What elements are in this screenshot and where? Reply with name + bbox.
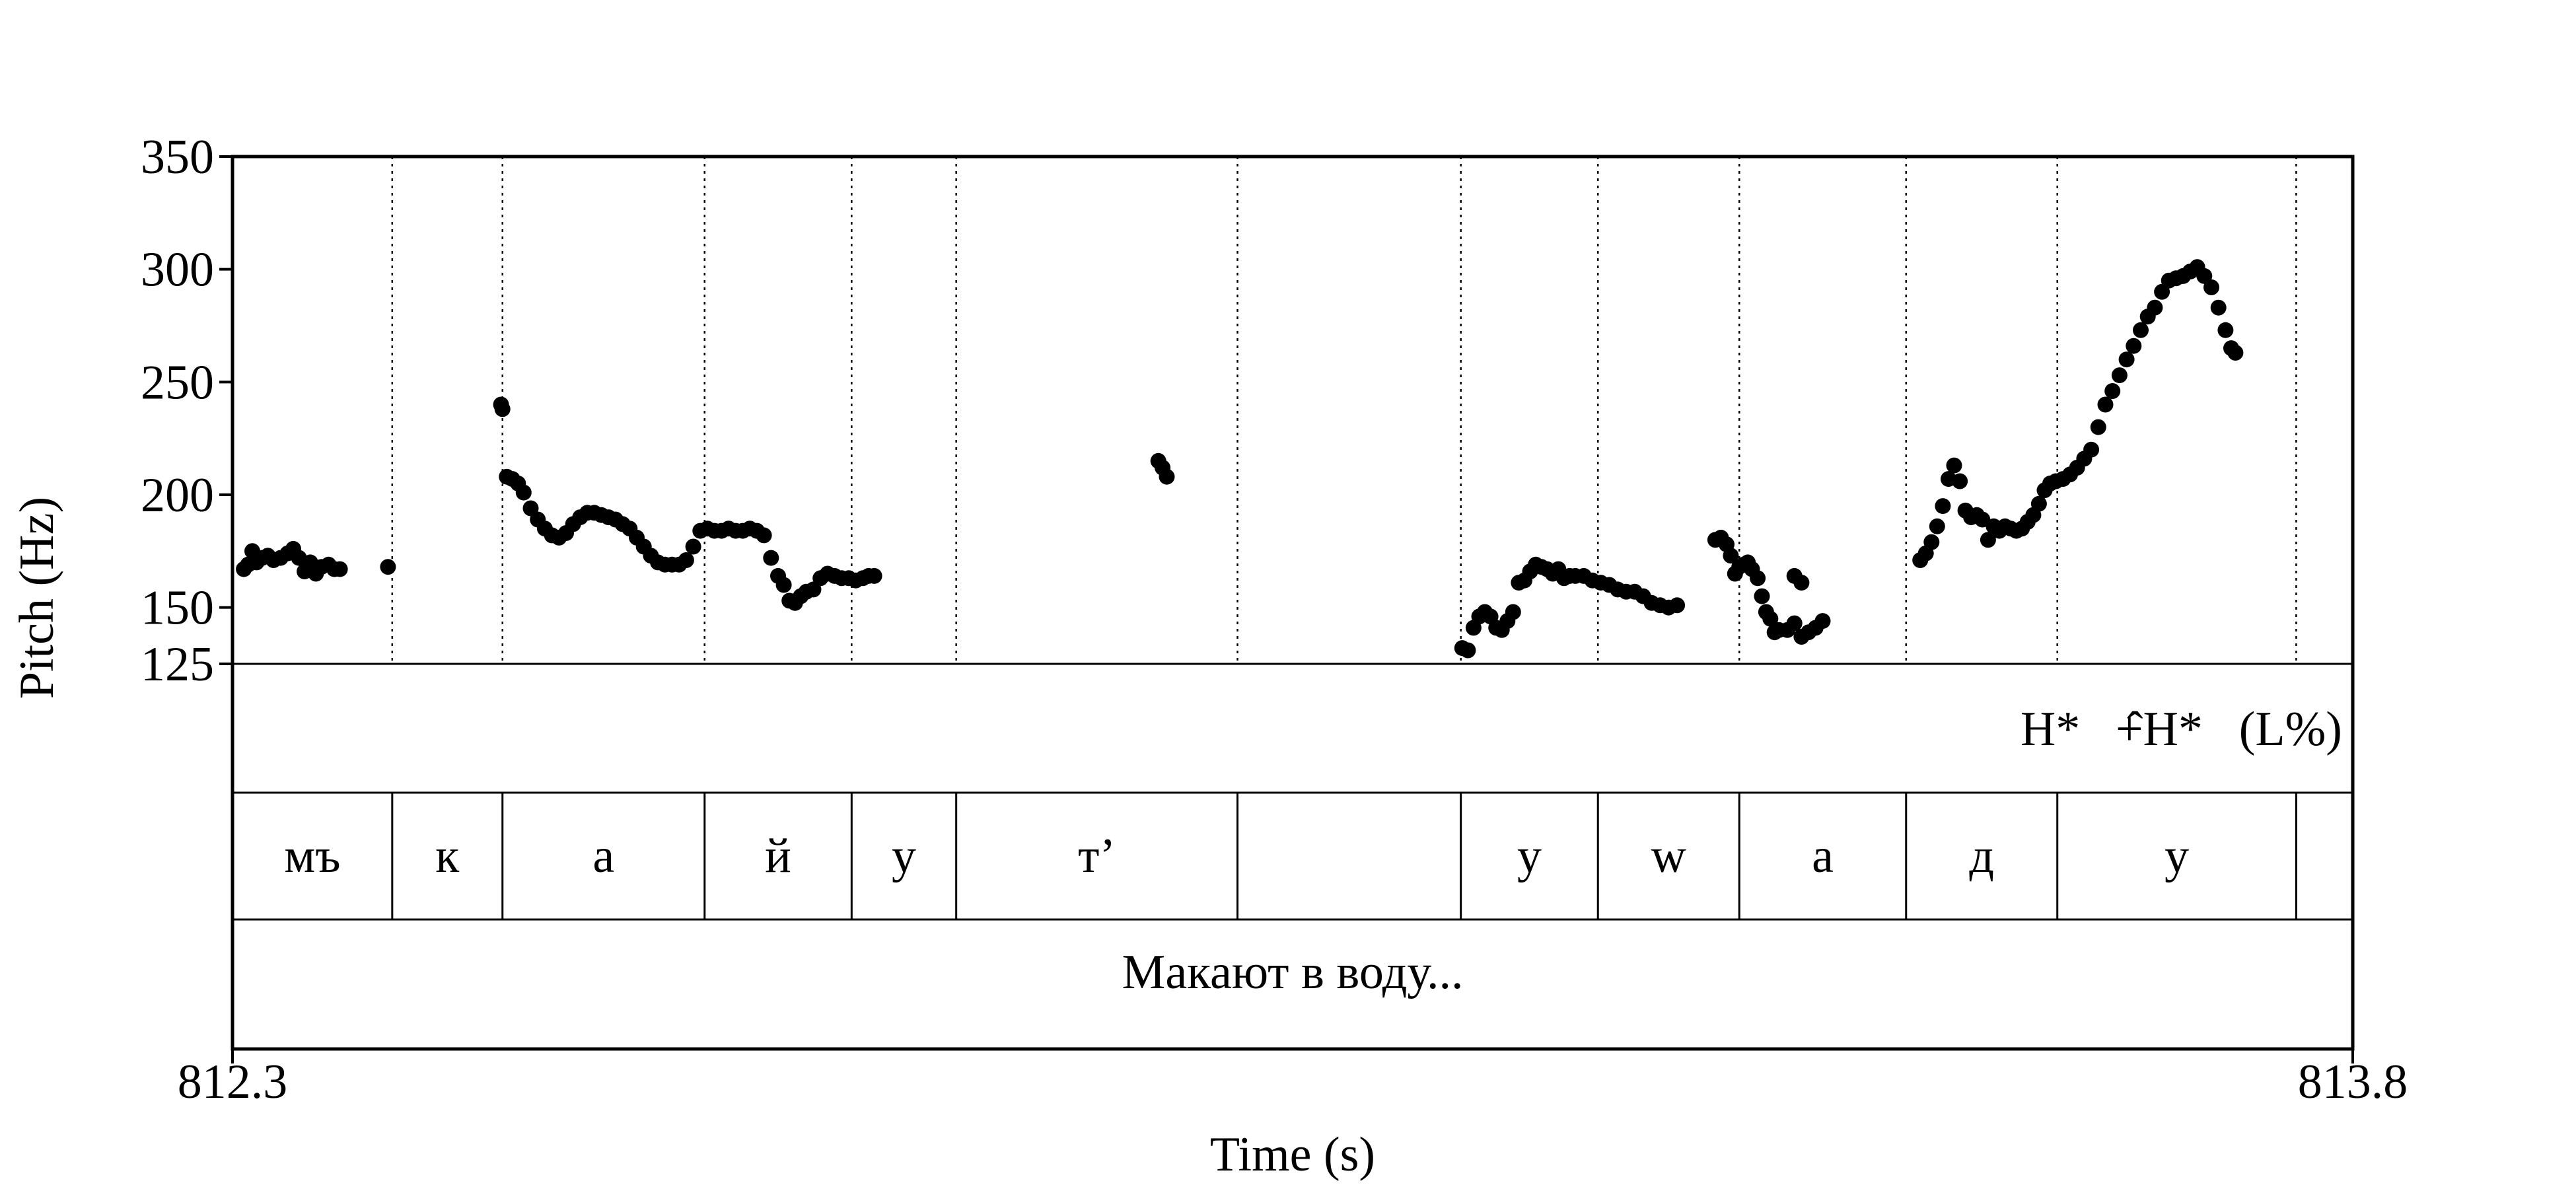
x-axis-ticks: 812.3 813.8 [178, 1049, 2408, 1109]
pitch-point [2210, 299, 2227, 316]
pitch-point [1923, 534, 1940, 550]
y-tick-label: 300 [141, 243, 214, 297]
pitch-point [1814, 613, 1831, 630]
y-tick-label: 200 [141, 468, 214, 522]
pitch-point [2111, 367, 2128, 384]
pitch-point [2097, 396, 2114, 413]
pitch-point [2104, 383, 2121, 399]
phone-label: у [1517, 829, 1542, 883]
pitch-point [2203, 279, 2219, 295]
pitch-point [1460, 642, 1476, 659]
pitch-point [2227, 345, 2244, 361]
pitch-point [1505, 604, 1521, 620]
y-tick-label: 250 [141, 355, 214, 410]
pitch-point [775, 577, 792, 593]
pitch-point [2196, 268, 2213, 284]
x-tick-label: 813.8 [2298, 1055, 2408, 1109]
pitch-point [805, 581, 822, 598]
pitch-point [2083, 441, 2100, 458]
pitch-point [1980, 532, 1996, 548]
phone-label: д [1969, 829, 1994, 883]
phone-label: а [1812, 829, 1834, 883]
pitch-point [1159, 468, 1175, 485]
pitch-point [2147, 299, 2163, 316]
pitch-point [1786, 615, 1803, 631]
plot-border [231, 155, 2355, 1051]
pitch-point [756, 527, 772, 544]
x-tick-label: 812.3 [178, 1055, 288, 1109]
tone-label: + [2116, 702, 2143, 756]
pitch-point [1952, 473, 1968, 489]
tone-label: ˆH* [2127, 702, 2203, 756]
phone-label: к [435, 829, 460, 883]
phone-label: а [592, 829, 614, 883]
pitch-point [763, 550, 779, 566]
pitch-point [685, 538, 701, 555]
phrase-tier-label: Макают в воду... [1122, 945, 1464, 999]
pitch-point [866, 567, 882, 584]
pitch-point [1935, 498, 1951, 515]
y-tick-label: 150 [141, 581, 214, 635]
pitch-point [1946, 457, 1962, 474]
phone-label: т’ [1078, 829, 1116, 883]
pitch-point [1723, 548, 1739, 564]
tone-label: (L%) [2239, 702, 2342, 756]
pitch-point [2217, 322, 2234, 338]
phone-label: мъ [284, 829, 340, 883]
pitch-point [2133, 322, 2149, 338]
phones-tier: мъ к а й у т’ у w а д у [284, 829, 2189, 883]
pitch-point [1793, 575, 1810, 591]
x-axis-label: Time (s) [1210, 1128, 1375, 1182]
y-tick-label: 125 [141, 637, 214, 692]
pitch-point [1669, 597, 1686, 614]
pitch-point [2090, 419, 2106, 435]
phone-label: w [1651, 829, 1687, 883]
pitch-point [678, 552, 694, 568]
pitch-point [1750, 570, 1766, 587]
tier-borders [233, 663, 2353, 921]
pitch-point [1762, 610, 1779, 627]
pitch-points [236, 259, 2244, 659]
phone-label: у [2165, 829, 2189, 883]
pitch-point [494, 401, 511, 417]
plot-frame [231, 155, 2355, 1051]
y-axis-label: Pitch (Hz) [10, 497, 64, 699]
pitch-point [2126, 338, 2142, 354]
y-tick-label: 350 [141, 130, 214, 184]
pitch-point [2154, 283, 2170, 300]
tones-tier: H* +ˆH* (L%) [2021, 702, 2342, 756]
interval-boundaries [391, 157, 2297, 919]
pitch-point [2118, 351, 2135, 368]
phone-label: у [892, 829, 916, 883]
tone-label: H* [2021, 702, 2080, 756]
pitch-point [1929, 518, 1945, 534]
phone-label: й [765, 829, 791, 883]
pitch-point [332, 561, 348, 577]
pitch-point [2030, 495, 2047, 512]
pitch-point [380, 559, 396, 575]
pitch-point [515, 484, 532, 501]
pitch-point [1754, 588, 1770, 604]
